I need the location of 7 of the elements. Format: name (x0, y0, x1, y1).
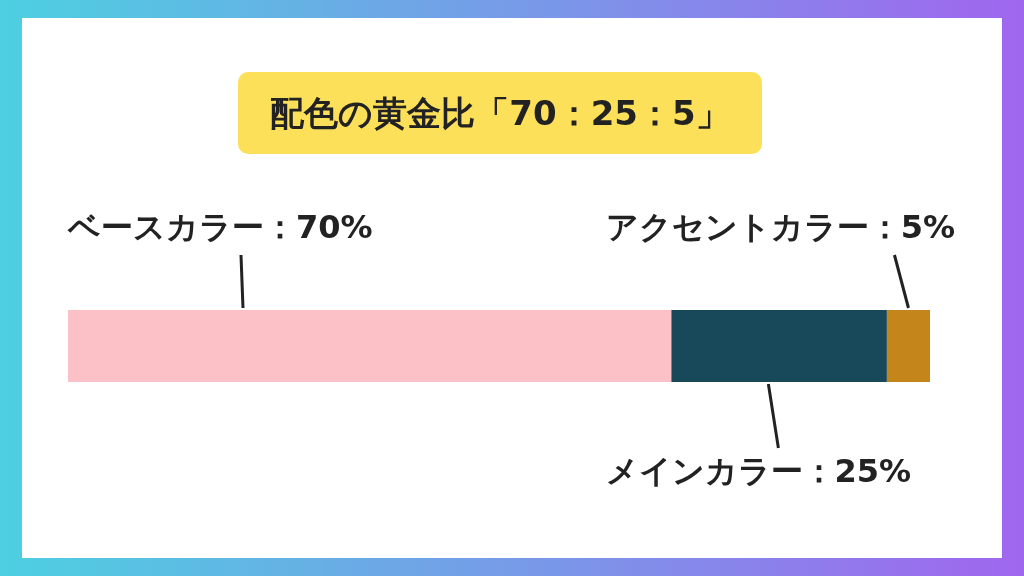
data-label: ：25% (802, 452, 912, 490)
text: メインカラー (605, 452, 803, 490)
chart-title: 配色の黄金比「70：25：5」 (270, 93, 730, 133)
text: アクセントカラー (605, 208, 869, 246)
data-label: ：5% (868, 208, 955, 246)
data-label: ：70% (264, 208, 373, 246)
series-label: ベースカラー (68, 208, 264, 246)
